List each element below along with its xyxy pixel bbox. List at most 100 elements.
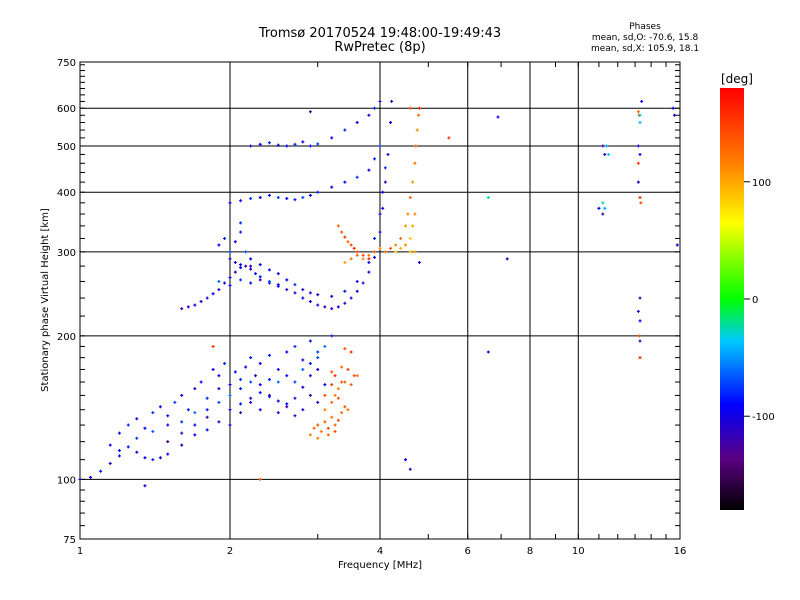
data-point (486, 350, 490, 354)
data-point (239, 221, 243, 225)
data-point (205, 408, 209, 412)
y-tick-label: 500 (57, 142, 76, 153)
data-point (373, 106, 377, 110)
colorbar (720, 88, 744, 510)
data-point (346, 367, 350, 371)
data-point (308, 291, 312, 295)
data-point (399, 236, 403, 240)
data-point (383, 180, 387, 184)
data-point (355, 121, 359, 125)
data-point (285, 288, 289, 292)
x-tick-label: 1 (77, 546, 83, 557)
data-point (367, 270, 371, 274)
data-point (217, 374, 221, 378)
data-point (249, 197, 253, 201)
data-point (239, 199, 243, 203)
data-point (636, 144, 640, 148)
data-point (285, 405, 289, 409)
data-point (312, 426, 316, 430)
data-point (408, 250, 412, 254)
data-point (244, 250, 248, 254)
data-point (638, 152, 642, 156)
data-point (316, 350, 320, 354)
y-axis-label: Stationary phase Virtual Height [km] (40, 208, 51, 392)
data-point (267, 353, 271, 357)
data-point (239, 263, 243, 267)
data-point (249, 267, 253, 271)
data-point (601, 144, 605, 148)
data-point (285, 278, 289, 282)
data-point (381, 190, 385, 194)
data-point (217, 400, 221, 404)
data-point (228, 383, 232, 387)
data-point (343, 347, 347, 351)
data-point (276, 380, 280, 384)
x-tick-label: 2 (227, 546, 233, 557)
colorbar-tick-label: 0 (752, 295, 758, 306)
data-point (330, 383, 334, 387)
data-point (180, 431, 184, 435)
data-point (143, 484, 147, 488)
data-point (267, 393, 271, 397)
data-point (217, 420, 221, 424)
data-point (605, 144, 609, 148)
data-point (205, 428, 209, 432)
data-point (417, 113, 421, 117)
data-point (330, 307, 334, 311)
chart-title: Tromsø 20170524 19:48:00-19:49:43 (258, 26, 502, 41)
data-point (276, 367, 280, 371)
data-point (352, 374, 356, 378)
data-point (301, 358, 305, 362)
data-point (217, 243, 221, 247)
data-point (343, 180, 347, 184)
data-point (253, 272, 257, 276)
data-point (637, 334, 641, 338)
data-point (343, 260, 347, 264)
data-point (301, 408, 305, 412)
data-point (367, 257, 371, 261)
x-tick-label: 10 (572, 546, 585, 557)
data-point (258, 383, 262, 387)
data-point (293, 283, 297, 287)
data-point (258, 195, 262, 199)
data-point (293, 344, 297, 348)
data-point (301, 367, 305, 371)
data-point (166, 440, 170, 444)
y-tick-label: 200 (57, 332, 76, 343)
data-point (340, 365, 344, 369)
data-point (403, 243, 407, 247)
data-point (135, 417, 139, 421)
data-point (308, 300, 312, 304)
data-point (117, 448, 121, 452)
data-point (267, 141, 271, 145)
data-point (135, 450, 139, 454)
data-point (415, 128, 419, 132)
data-point (323, 420, 327, 424)
data-point (301, 195, 305, 199)
data-point (601, 212, 605, 216)
y-tick-label: 300 (57, 248, 76, 259)
data-point (285, 350, 289, 354)
grid-lines (80, 62, 680, 539)
data-point (343, 128, 347, 132)
data-point (276, 272, 280, 276)
data-point (636, 309, 640, 313)
data-point (180, 307, 184, 311)
data-point (323, 408, 327, 412)
data-point (333, 423, 337, 427)
data-point (143, 426, 147, 430)
data-point (258, 391, 262, 395)
data-point (447, 136, 451, 140)
data-point (239, 411, 243, 415)
data-point (308, 433, 312, 437)
data-point (308, 110, 312, 114)
data-point (233, 270, 237, 274)
data-point (367, 253, 371, 257)
data-point (228, 393, 232, 397)
data-point (217, 387, 221, 391)
data-point (378, 246, 382, 250)
data-point (301, 296, 305, 300)
data-point (158, 405, 162, 409)
data-point (258, 361, 262, 365)
